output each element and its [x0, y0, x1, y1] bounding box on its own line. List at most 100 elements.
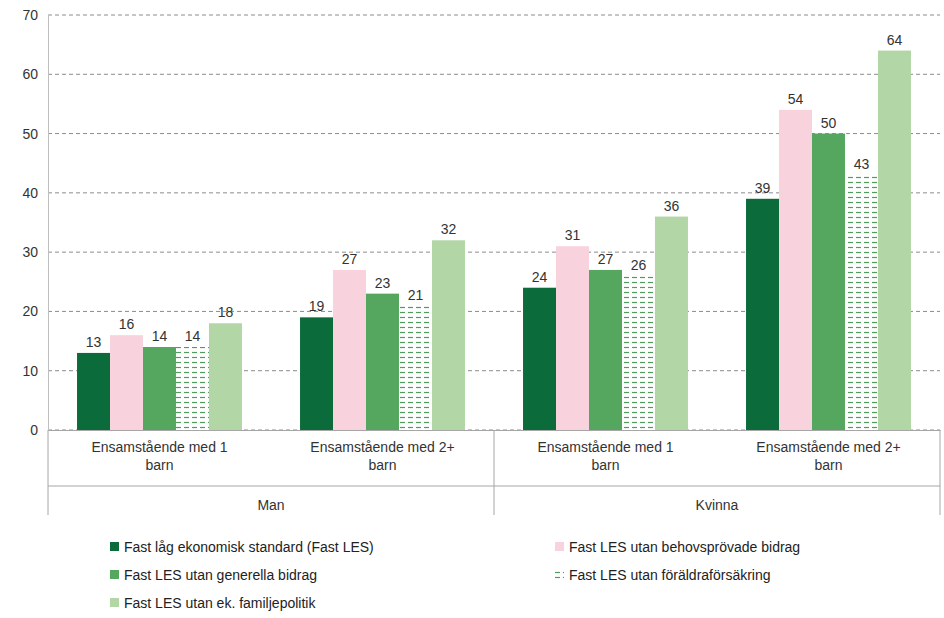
chart: 0102030405060701319243916273154142327501… [0, 0, 944, 618]
y-tick-label: 70 [22, 7, 38, 23]
bar [77, 353, 110, 430]
data-label: 54 [788, 91, 804, 107]
x-tick-label-line: barn [145, 457, 173, 473]
series [77, 199, 779, 430]
data-labels: 1319243916273154142327501421264318323664 [86, 32, 903, 350]
x-tick-label-line: barn [368, 457, 396, 473]
bar [209, 323, 242, 430]
legend-item: Fast LES utan ek. familjepolitik [110, 595, 316, 611]
y-tick-label: 40 [22, 185, 38, 201]
group-separator [940, 430, 941, 515]
data-label: 19 [309, 298, 325, 314]
y-tick: 30 [22, 244, 48, 260]
bar [333, 270, 366, 430]
y-tick: 50 [22, 126, 48, 142]
series [143, 134, 845, 430]
y-tick: 10 [22, 363, 48, 379]
x-tick-label-line: Ensamstående med 1 [537, 439, 673, 455]
data-label: 27 [598, 251, 614, 267]
data-label: 26 [631, 257, 647, 273]
data-label: 39 [755, 180, 771, 196]
x-tick-label-line: barn [814, 457, 842, 473]
group-separators [48, 430, 940, 515]
bars [77, 51, 911, 430]
group-separator [48, 430, 49, 515]
y-tick: 0 [30, 422, 48, 438]
bar [556, 246, 589, 430]
x-tick-label: Ensamstående med 1 barn [91, 439, 227, 473]
bar [779, 110, 812, 430]
bar [523, 288, 556, 430]
legend-item: Fast LES utan behovsprövade bidrag [555, 539, 800, 555]
y-tick: 60 [22, 66, 48, 82]
data-label: 18 [218, 304, 234, 320]
y-tick: 20 [22, 303, 48, 319]
legend-swatch [110, 570, 119, 579]
data-label: 24 [532, 269, 548, 285]
data-label: 23 [375, 275, 391, 291]
legend-swatch [555, 542, 564, 551]
group-label: Kvinna [696, 497, 739, 513]
legend-swatch [110, 542, 119, 551]
bar [845, 175, 878, 430]
data-label: 36 [664, 198, 680, 214]
bar [110, 335, 143, 430]
y-tick: 40 [22, 185, 48, 201]
series [176, 175, 878, 430]
grid-line [48, 74, 940, 75]
data-label: 64 [887, 32, 903, 48]
bar [746, 199, 779, 430]
bar [432, 240, 465, 430]
legend-label: Fast LES utan ek. familjepolitik [124, 595, 316, 611]
x-tick: Ensamstående med 2+ barn [756, 430, 900, 473]
legend-swatch [555, 570, 564, 579]
bar [143, 347, 176, 430]
legend-label: Fast LES utan generella bidrag [124, 567, 317, 583]
legend-label: Fast låg ekonomisk standard (Fast LES) [124, 539, 374, 555]
legend-label: Fast LES utan föräldraförsäkring [569, 567, 771, 583]
bar [812, 134, 845, 430]
data-label: 43 [854, 156, 870, 172]
data-label: 21 [408, 287, 424, 303]
legend-item: Fast LES utan föräldraförsäkring [555, 567, 771, 583]
x-tick: Ensamstående med 1 barn [91, 430, 227, 473]
y-tick-label: 20 [22, 303, 38, 319]
y-tick-label: 0 [30, 422, 38, 438]
y-axis: 0 10 20 30 40 50 60 70 [22, 7, 48, 438]
legend-label: Fast LES utan behovsprövade bidrag [569, 539, 800, 555]
y-tick: 70 [22, 7, 48, 23]
grid [48, 15, 940, 430]
legend-item: Fast låg ekonomisk standard (Fast LES) [110, 539, 374, 555]
x-tick-label-line: barn [591, 457, 619, 473]
bar [176, 347, 209, 430]
y-tick-label: 30 [22, 244, 38, 260]
data-label: 14 [152, 328, 168, 344]
x-tick-label-line: Ensamstående med 2+ [756, 439, 900, 455]
data-label: 14 [185, 328, 201, 344]
bar [399, 306, 432, 431]
y-tick-label: 10 [22, 363, 38, 379]
grid-line [48, 15, 940, 16]
legend-swatch [110, 598, 119, 607]
data-label: 13 [86, 334, 102, 350]
x-tick-label: Ensamstående med 1 barn [537, 439, 673, 473]
x-tick: Ensamstående med 1 barn [537, 430, 673, 473]
bar [300, 317, 333, 430]
data-label: 50 [821, 115, 837, 131]
x-tick-label-line: Ensamstående med 2+ [310, 439, 454, 455]
bar [589, 270, 622, 430]
bar [878, 51, 911, 430]
data-label: 31 [565, 227, 581, 243]
group-label: Man [257, 497, 284, 513]
y-axis-line [48, 16, 49, 431]
x-tick-label: Ensamstående med 2+ barn [756, 439, 900, 473]
legend: Fast låg ekonomisk standard (Fast LES) Fa… [110, 539, 800, 611]
series [110, 110, 812, 430]
series [209, 51, 911, 430]
x-tick-label-line: Ensamstående med 1 [91, 439, 227, 455]
bar [366, 294, 399, 430]
group-separator [494, 430, 495, 515]
legend-item: Fast LES utan generella bidrag [110, 567, 317, 583]
group-divider [48, 486, 940, 487]
bar [655, 217, 688, 430]
